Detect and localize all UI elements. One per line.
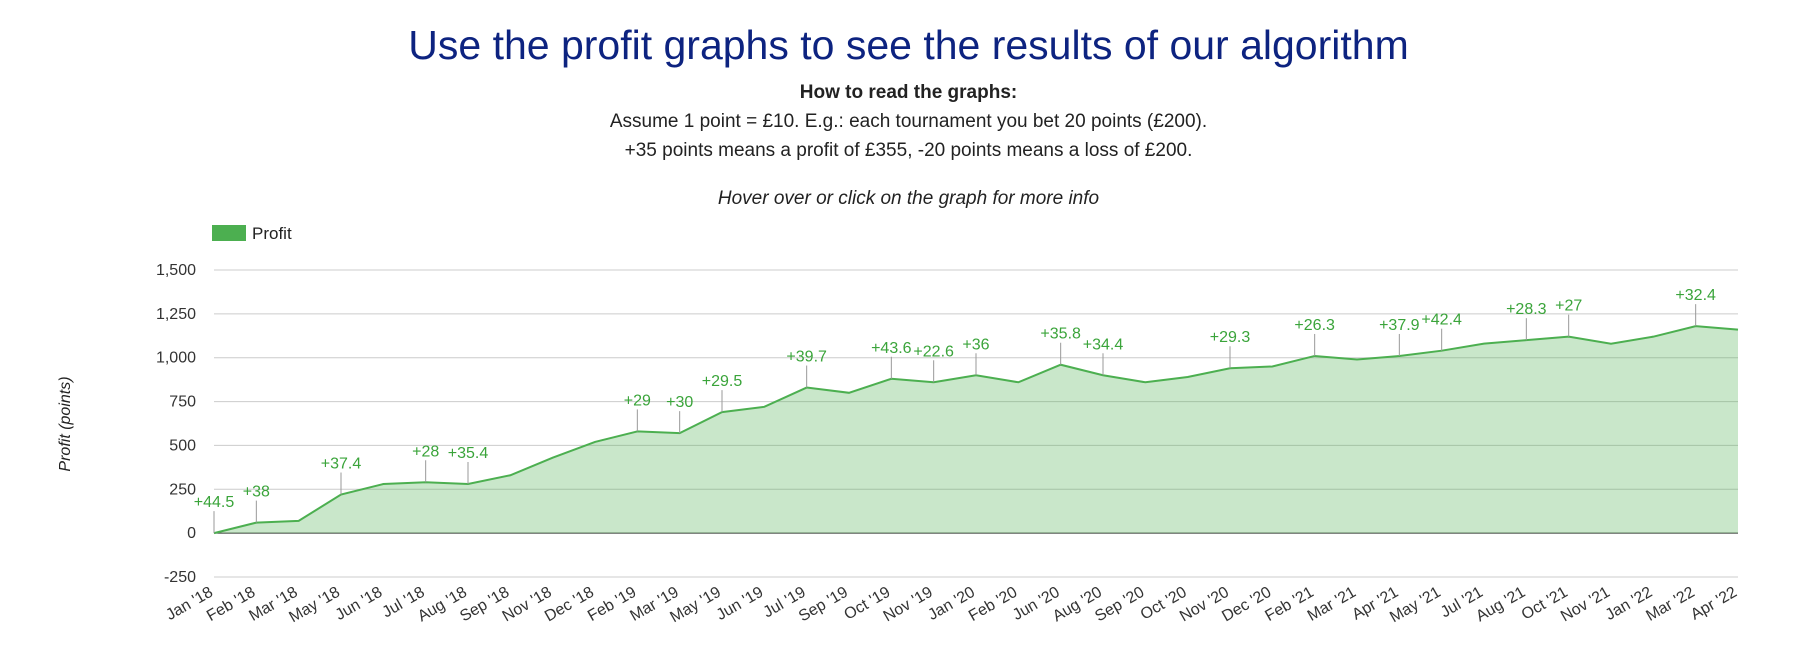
hint: Hover over or click on the graph for mor… [717, 188, 1100, 209]
annotation: +37.4 [321, 456, 362, 473]
x-tick-label: Apr '22 [1688, 584, 1740, 624]
y-tick-label: 1,500 [156, 262, 196, 279]
annotation: +44.5 [194, 494, 235, 511]
annotation: +29.5 [702, 373, 743, 390]
y-tick-label: 250 [169, 481, 196, 498]
y-tick-label: 1,000 [156, 350, 196, 367]
explanation: Assume 1 point = £10. E.g.: each tournam… [609, 111, 1208, 132]
annotation: +22.6 [913, 343, 954, 360]
annotation: +43.6 [871, 340, 912, 357]
x-tick-label: Sep '19 [796, 584, 851, 626]
y-tick-label: 0 [187, 525, 196, 542]
y-tick-label: 500 [169, 437, 196, 454]
legend-swatch [212, 225, 246, 241]
annotation: +27 [1555, 298, 1582, 315]
area [214, 326, 1738, 534]
y-tick-label: 1,250 [156, 306, 196, 323]
y-tick-label: -250 [164, 569, 196, 586]
page-title: Use the profit graphs to see the results… [408, 22, 1409, 68]
x-tick-label: Nov '19 [881, 584, 936, 626]
annotation: +38 [243, 484, 270, 501]
annotation: +32.4 [1675, 287, 1716, 304]
x-tick-label: Dec '18 [542, 584, 597, 626]
x-tick-label: Mar '21 [1305, 584, 1359, 625]
x-tick-label: Mar '22 [1643, 584, 1697, 625]
annotation: +39.7 [786, 349, 827, 366]
x-tick-label: Feb '20 [966, 584, 1020, 625]
annotation: +28.3 [1506, 301, 1547, 318]
x-tick-label: Nov '21 [1558, 584, 1613, 626]
x-tick-label: Jun '19 [714, 584, 767, 624]
x-tick-label: Jun '18 [333, 584, 386, 624]
annotation: +30 [666, 394, 693, 411]
legend-label: Profit [252, 224, 292, 243]
how-to: How to read the graphs: [799, 82, 1018, 103]
annotation: +36 [962, 336, 989, 353]
annotation: +28 [412, 443, 439, 460]
x-tick-label: Dec '20 [1219, 584, 1274, 626]
annotation: +29.3 [1210, 329, 1251, 346]
annotation: +42.4 [1421, 312, 1462, 329]
annotation: +29 [624, 392, 651, 409]
annotation: +26.3 [1294, 317, 1335, 334]
y-axis-title: Profit (points) [57, 376, 74, 471]
x-tick-label: Aug '21 [1473, 584, 1528, 626]
explanation: +35 points means a profit of £355, -20 p… [624, 140, 1193, 161]
x-tick-label: Sep '20 [1092, 584, 1147, 626]
annotation: +35.8 [1040, 326, 1081, 343]
y-tick-label: 750 [169, 394, 196, 411]
annotation: +35.4 [448, 445, 489, 462]
annotation: +34.4 [1083, 336, 1124, 353]
annotation: +37.9 [1379, 317, 1420, 334]
